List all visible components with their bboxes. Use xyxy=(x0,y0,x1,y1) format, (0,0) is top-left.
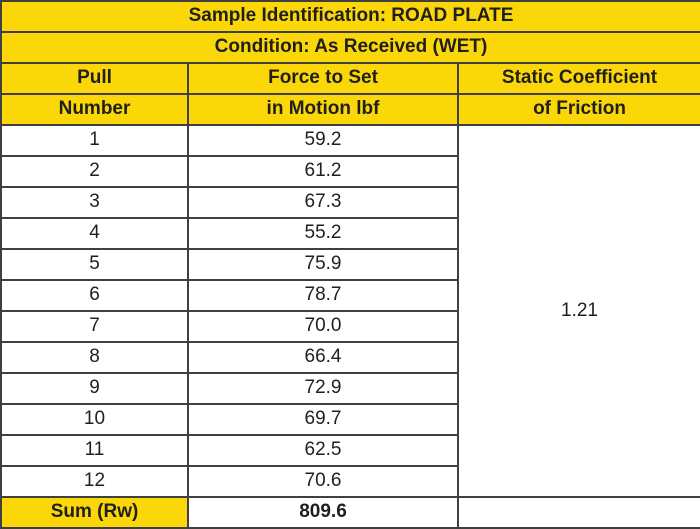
pull-number-cell: 5 xyxy=(0,248,189,281)
pull-number-cell: 4 xyxy=(0,217,189,250)
pull-number-cell: 10 xyxy=(0,403,189,436)
table-row: 1 59.2 1.21 xyxy=(0,124,700,498)
force-value-cell: 70.6 xyxy=(187,465,459,498)
pull-number-cell: 11 xyxy=(0,434,189,467)
header-coefficient-line2: of Friction xyxy=(456,93,700,126)
header-force-line2: in Motion lbf xyxy=(187,93,459,126)
header-coefficient-line1: Static Coefficient xyxy=(456,62,700,95)
header-force-line1: Force to Set xyxy=(187,62,459,95)
table-row: 5 75.9 xyxy=(0,248,700,281)
table-row: 6 78.7 xyxy=(0,279,700,312)
table-row: Number in Motion lbf of Friction xyxy=(0,93,700,126)
sample-identification-title: Sample Identification: ROAD PLATE xyxy=(0,0,700,33)
force-value-cell: 67.3 xyxy=(187,186,459,219)
pull-number-cell: 8 xyxy=(0,341,189,374)
table-row: 9 72.9 xyxy=(0,372,700,405)
table-row: 12 70.6 xyxy=(0,465,700,498)
force-value-cell: 70.0 xyxy=(187,310,459,343)
header-pull-line2: Number xyxy=(0,93,189,126)
force-value-cell: 75.9 xyxy=(187,248,459,281)
table-row: Condition: As Received (WET) xyxy=(0,31,700,64)
table-row: Pull Force to Set Static Coefficient xyxy=(0,62,700,95)
force-value-cell: 61.2 xyxy=(187,155,459,188)
pull-number-cell: 12 xyxy=(0,465,189,498)
table-row: Sample Identification: ROAD PLATE xyxy=(0,0,700,33)
force-value-cell: 78.7 xyxy=(187,279,459,312)
pull-number-cell: 6 xyxy=(0,279,189,312)
table-row: 3 67.3 xyxy=(0,186,700,219)
force-value-cell: 55.2 xyxy=(187,217,459,250)
pull-number-cell: 7 xyxy=(0,310,189,343)
sum-value: 809.6 xyxy=(187,496,459,529)
table-row: 2 61.2 xyxy=(0,155,700,188)
condition-subtitle: Condition: As Received (WET) xyxy=(0,31,700,64)
pull-number-cell: 1 xyxy=(0,124,189,157)
force-value-cell: 59.2 xyxy=(187,124,459,157)
pull-number-cell: 3 xyxy=(0,186,189,219)
table-row: Sum (Rw) 809.6 xyxy=(0,496,700,529)
table-row: 10 69.7 xyxy=(0,403,700,436)
table-row: 8 66.4 xyxy=(0,341,700,374)
force-value-cell: 72.9 xyxy=(187,372,459,405)
table-row: 4 55.2 xyxy=(0,217,700,250)
table-row: 11 62.5 xyxy=(0,434,700,467)
static-coefficient-value: 1.21 xyxy=(456,124,700,498)
header-pull-line1: Pull xyxy=(0,62,189,95)
sum-coefficient-empty-cell xyxy=(456,496,700,529)
force-value-cell: 66.4 xyxy=(187,341,459,374)
pull-number-cell: 2 xyxy=(0,155,189,188)
force-value-cell: 62.5 xyxy=(187,434,459,467)
force-value-cell: 69.7 xyxy=(187,403,459,436)
pull-number-cell: 9 xyxy=(0,372,189,405)
table-row: 7 70.0 xyxy=(0,310,700,343)
sum-label: Sum (Rw) xyxy=(0,496,189,529)
